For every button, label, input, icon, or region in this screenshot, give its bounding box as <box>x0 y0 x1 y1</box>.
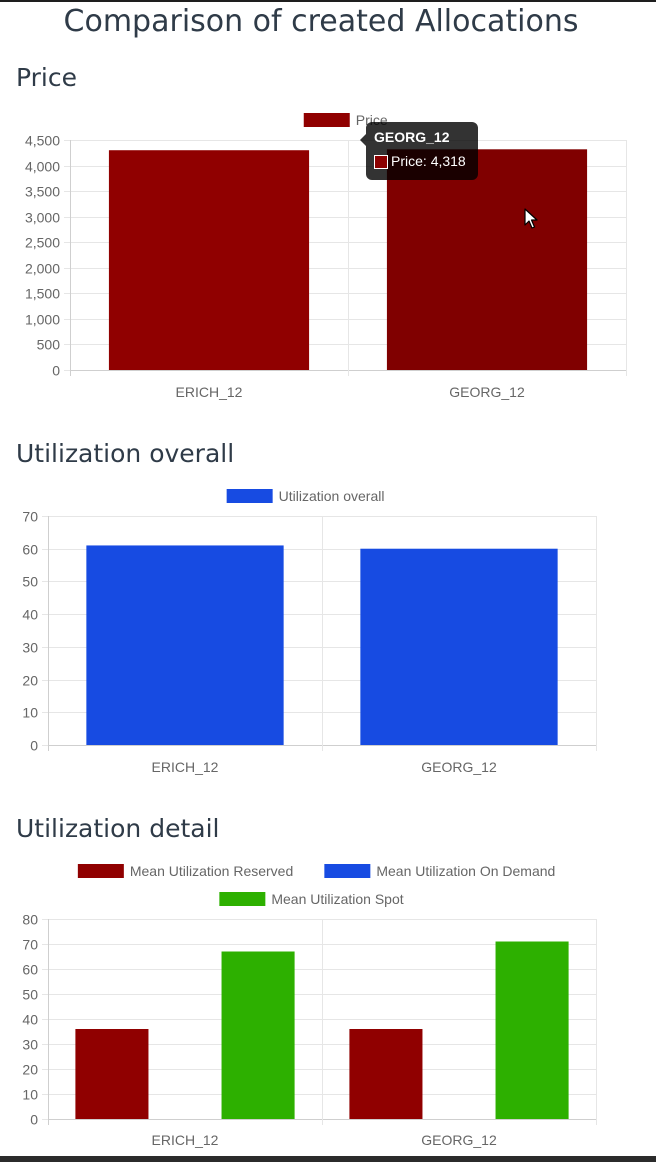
section-title-utilization-detail: Utilization detail <box>16 814 220 843</box>
legend-swatch[interactable] <box>219 892 266 906</box>
x-tick-label: ERICH_12 <box>176 384 243 400</box>
chart-tooltip: GEORG_12 Price: 4,318 <box>360 122 478 180</box>
x-tick-label: GEORG_12 <box>421 759 497 775</box>
legend-label[interactable]: Mean Utilization Reserved <box>130 863 293 879</box>
y-tick-label: 2,500 <box>25 235 60 251</box>
tooltip-label: Price <box>391 153 423 169</box>
y-tick-label: 60 <box>22 542 38 558</box>
y-tick-label: 3,000 <box>25 210 60 226</box>
y-tick-label: 70 <box>22 937 38 953</box>
y-tick-label: 4,000 <box>25 159 60 175</box>
y-tick-label: 30 <box>22 1037 38 1053</box>
y-tick-label: 40 <box>22 1012 38 1028</box>
legend-label[interactable]: Mean Utilization On Demand <box>376 863 555 879</box>
y-tick-label: 70 <box>22 509 38 525</box>
legend: Mean Utilization Reserved Mean Utilizatio… <box>77 863 555 907</box>
section-title-utilization-overall: Utilization overall <box>16 439 235 468</box>
legend-swatch[interactable] <box>77 864 124 878</box>
bar[interactable] <box>75 1029 149 1119</box>
legend-swatch[interactable] <box>324 864 371 878</box>
legend-label[interactable]: Utilization overall <box>279 488 385 504</box>
x-tick-label: GEORG_12 <box>449 384 525 400</box>
bar[interactable] <box>495 941 569 1120</box>
tooltip-title: GEORG_12 <box>374 129 450 145</box>
y-tick-label: 40 <box>22 607 38 623</box>
y-tick-label: 3,500 <box>25 184 60 200</box>
window-top-border <box>0 0 656 2</box>
legend-swatch[interactable] <box>303 113 350 127</box>
window-bottom-bar <box>0 1156 656 1162</box>
y-tick-label: 50 <box>22 987 38 1003</box>
section-title-price: Price <box>16 63 77 92</box>
x-tick-label: ERICH_12 <box>152 759 219 775</box>
x-tick-label: GEORG_12 <box>421 1132 497 1148</box>
tooltip-color-swatch <box>374 155 388 169</box>
y-tick-label: 30 <box>22 640 38 656</box>
y-tick-label: 50 <box>22 574 38 590</box>
y-tick-label: 2,000 <box>25 261 60 277</box>
y-tick-label: 20 <box>22 673 38 689</box>
page-title: Comparison of created Allocations <box>63 4 579 39</box>
y-tick-label: 80 <box>22 912 38 928</box>
x-tick-label: ERICH_12 <box>152 1132 219 1148</box>
legend-label[interactable]: Mean Utilization Spot <box>271 891 403 907</box>
bar[interactable] <box>86 545 284 745</box>
tooltip-body: Price: 4,318 <box>391 153 466 169</box>
y-tick-label: 1,500 <box>25 286 60 302</box>
tooltip-value: 4,318 <box>430 153 466 169</box>
y-tick-label: 0 <box>52 363 60 379</box>
bar[interactable] <box>360 548 558 745</box>
y-tick-label: 60 <box>22 962 38 978</box>
y-tick-label: 10 <box>22 705 38 721</box>
legend: Utilization overall <box>226 488 385 504</box>
bar[interactable] <box>221 951 295 1120</box>
bar[interactable] <box>108 150 310 370</box>
y-tick-label: 500 <box>37 337 61 353</box>
utilization-overall-chart[interactable]: Utilization overall 0 10 20 30 40 50 60 70 ERICH_… <box>0 476 656 786</box>
y-tick-label: 1,000 <box>25 312 60 328</box>
mouse-pointer-icon <box>524 208 538 229</box>
y-tick-label: 20 <box>22 1062 38 1078</box>
utilization-detail-chart[interactable]: Mean Utilization Reserved Mean Utilizatio… <box>0 851 656 1156</box>
bar[interactable] <box>349 1029 423 1119</box>
bar[interactable] <box>386 149 588 370</box>
y-tick-label: 10 <box>22 1087 38 1103</box>
legend-swatch[interactable] <box>226 489 273 503</box>
y-tick-label: 0 <box>30 738 38 754</box>
price-chart[interactable]: Price 0 500 1,000 1,500 2,000 2,500 3,000 3,500 4… <box>0 100 656 410</box>
y-tick-label: 4,500 <box>25 133 60 149</box>
y-tick-label: 0 <box>30 1112 38 1128</box>
